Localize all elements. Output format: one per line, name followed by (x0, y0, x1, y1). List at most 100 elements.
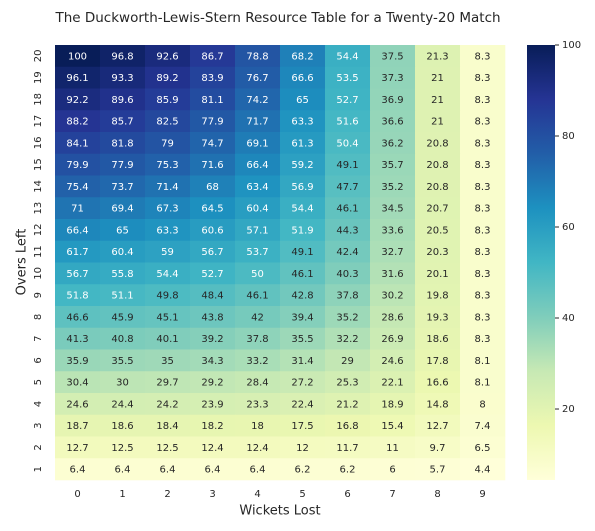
heatmap-cell (460, 393, 506, 416)
heatmap-cell (280, 458, 326, 481)
y-tick-label: 5 (33, 379, 44, 385)
heatmap-cell (235, 153, 281, 176)
cell-label: 20.7 (426, 204, 448, 215)
cell-label: 28.4 (246, 378, 268, 389)
heatmap-cell (460, 414, 506, 437)
heatmap-cell (55, 436, 101, 459)
x-axis-label: Wickets Lost (239, 504, 320, 519)
cell-label: 44.3 (336, 225, 358, 236)
cell-label: 49.1 (291, 247, 313, 258)
cell-label: 59 (161, 247, 174, 258)
x-tick-label: 7 (389, 489, 395, 500)
heatmap-cell (325, 414, 371, 437)
cell-label: 12.7 (66, 443, 88, 454)
cell-label: 32.7 (381, 247, 403, 258)
y-tick-label: 8 (33, 314, 44, 320)
cell-label: 37.5 (381, 51, 403, 62)
cell-label: 30.2 (381, 291, 403, 302)
cell-label: 60.4 (111, 247, 133, 258)
heatmap-cell (235, 175, 281, 198)
cell-label: 65 (296, 95, 309, 106)
cell-label: 23.3 (246, 399, 268, 410)
heatmap-cell (460, 371, 506, 394)
y-tick-label: 10 (33, 267, 44, 280)
cell-label: 56.7 (66, 269, 88, 280)
heatmap-cell (145, 88, 191, 111)
cell-label: 51.1 (111, 291, 133, 302)
cell-label: 30.4 (66, 378, 88, 389)
heatmap-cell (55, 371, 101, 394)
cell-label: 66.4 (66, 225, 88, 236)
cell-label: 85.9 (156, 95, 178, 106)
cell-label: 11 (386, 443, 399, 454)
heatmap-cell (280, 393, 326, 416)
cell-label: 24.6 (66, 399, 88, 410)
heatmap-cell (190, 132, 236, 155)
heatmap-cell (55, 197, 101, 220)
cell-label: 8.3 (475, 51, 491, 62)
heatmap-cell (145, 45, 191, 68)
cell-label: 8.3 (475, 247, 491, 258)
heatmap-cell (235, 327, 281, 350)
cell-label: 12.5 (156, 443, 178, 454)
heatmap-cell (370, 371, 416, 394)
cell-label: 63.3 (156, 225, 178, 236)
cell-label: 42.8 (291, 291, 313, 302)
cell-label: 48.4 (201, 291, 223, 302)
cell-label: 24.2 (156, 399, 178, 410)
heatmap-cell (370, 458, 416, 481)
heatmap-cell (415, 458, 461, 481)
cell-label: 73.7 (111, 182, 133, 193)
cell-label: 21 (431, 95, 444, 106)
cell-label: 42.4 (336, 247, 358, 258)
heatmap-cell (235, 240, 281, 263)
cell-label: 55.8 (111, 269, 133, 280)
heatmap-cell (235, 458, 281, 481)
heatmap-cell (325, 393, 371, 416)
cell-label: 50.4 (336, 138, 358, 149)
heatmap-cell (460, 349, 506, 372)
heatmap-cell (280, 240, 326, 263)
cell-label: 96.1 (66, 73, 88, 84)
cell-label: 21.2 (336, 399, 358, 410)
cell-label: 6.4 (160, 465, 176, 476)
heatmap-cell (325, 88, 371, 111)
y-tick-label: 17 (33, 115, 44, 128)
heatmap-cell (460, 197, 506, 220)
cell-label: 54.4 (336, 51, 358, 62)
heatmap-cell (415, 306, 461, 329)
cell-label: 71.6 (201, 160, 223, 171)
heatmap-cell (415, 197, 461, 220)
heatmap-cell (55, 88, 101, 111)
y-tick-label: 3 (33, 422, 44, 428)
heatmap-cell (370, 219, 416, 242)
cell-label: 8 (479, 399, 485, 410)
cell-label: 75.4 (66, 182, 88, 193)
cell-label: 19.8 (426, 291, 448, 302)
heatmap-cell (100, 371, 146, 394)
colorbar-tick-label: 100 (562, 40, 581, 51)
x-tick-label: 9 (479, 489, 485, 500)
cell-label: 77.9 (111, 160, 133, 171)
cell-label: 56.7 (201, 247, 223, 258)
cell-label: 12.4 (246, 443, 268, 454)
cell-label: 74.7 (201, 138, 223, 149)
heatmap-cell (145, 153, 191, 176)
y-tick-label: 20 (33, 50, 44, 63)
heatmap-cell (460, 175, 506, 198)
cell-label: 52.7 (336, 95, 358, 106)
heatmap-cell (190, 414, 236, 437)
heatmap-cell (460, 327, 506, 350)
cell-label: 15.4 (381, 421, 403, 432)
cell-label: 100 (68, 51, 87, 62)
heatmap-cell (55, 414, 101, 437)
x-tick-label: 0 (74, 489, 80, 500)
cell-label: 30 (116, 378, 129, 389)
heatmap-cell (235, 110, 281, 133)
heatmap-cell (145, 66, 191, 89)
cell-label: 43.8 (201, 312, 223, 323)
heatmap-cell (55, 175, 101, 198)
heatmap-cell (370, 66, 416, 89)
cell-label: 9.7 (430, 443, 446, 454)
heatmap-cell (415, 66, 461, 89)
